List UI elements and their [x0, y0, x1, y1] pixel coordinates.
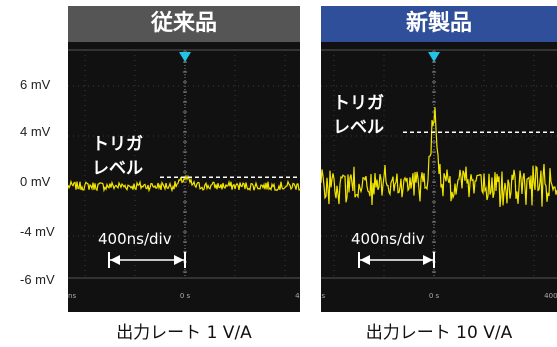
panel-title-new: 新製品 [321, 6, 557, 42]
trigger-label-line1: トリガ [333, 93, 384, 113]
time-scale-label: 400ns/div [351, 230, 425, 248]
arrowhead-right [174, 255, 184, 265]
trigger-label-line2: レベル [92, 158, 143, 178]
panel-title-conventional: 従来品 [68, 6, 300, 42]
caption-conventional: 出力レート 1 V/A [116, 323, 252, 343]
y-tick-label-minus6mv: -6 mV [20, 272, 55, 287]
x-tick-label: 0 s [429, 292, 440, 300]
time-scale-label: 400ns/div [98, 230, 172, 248]
y-tick-label-minus4mv: -4 mV [20, 224, 55, 239]
y-tick-label-0mv: 0 mV [20, 174, 51, 189]
trigger-position-marker [428, 52, 440, 62]
x-tick-label: 0 s [180, 292, 191, 300]
arrowhead-left [360, 255, 370, 265]
trigger-position-marker [179, 52, 191, 62]
x-tick-label: 400 ns [544, 292, 557, 300]
x-tick-label: 400 ns [295, 292, 300, 300]
arrowhead-right [423, 255, 433, 265]
arrowhead-left [110, 255, 120, 265]
signal-trace [68, 174, 300, 193]
x-tick-label: -400 ns [68, 292, 76, 300]
y-tick-label-4mv: 4 mV [20, 124, 51, 139]
x-tick-label: -400 ns [321, 292, 325, 300]
trigger-label-line2: レベル [333, 117, 384, 137]
scope-background [321, 6, 557, 312]
signal-trace [321, 107, 557, 207]
caption-new: 出力レート 10 V/A [365, 323, 513, 343]
y-tick-label-6mv: 6 mV [20, 77, 51, 92]
trigger-label-line1: トリガ [92, 134, 143, 154]
